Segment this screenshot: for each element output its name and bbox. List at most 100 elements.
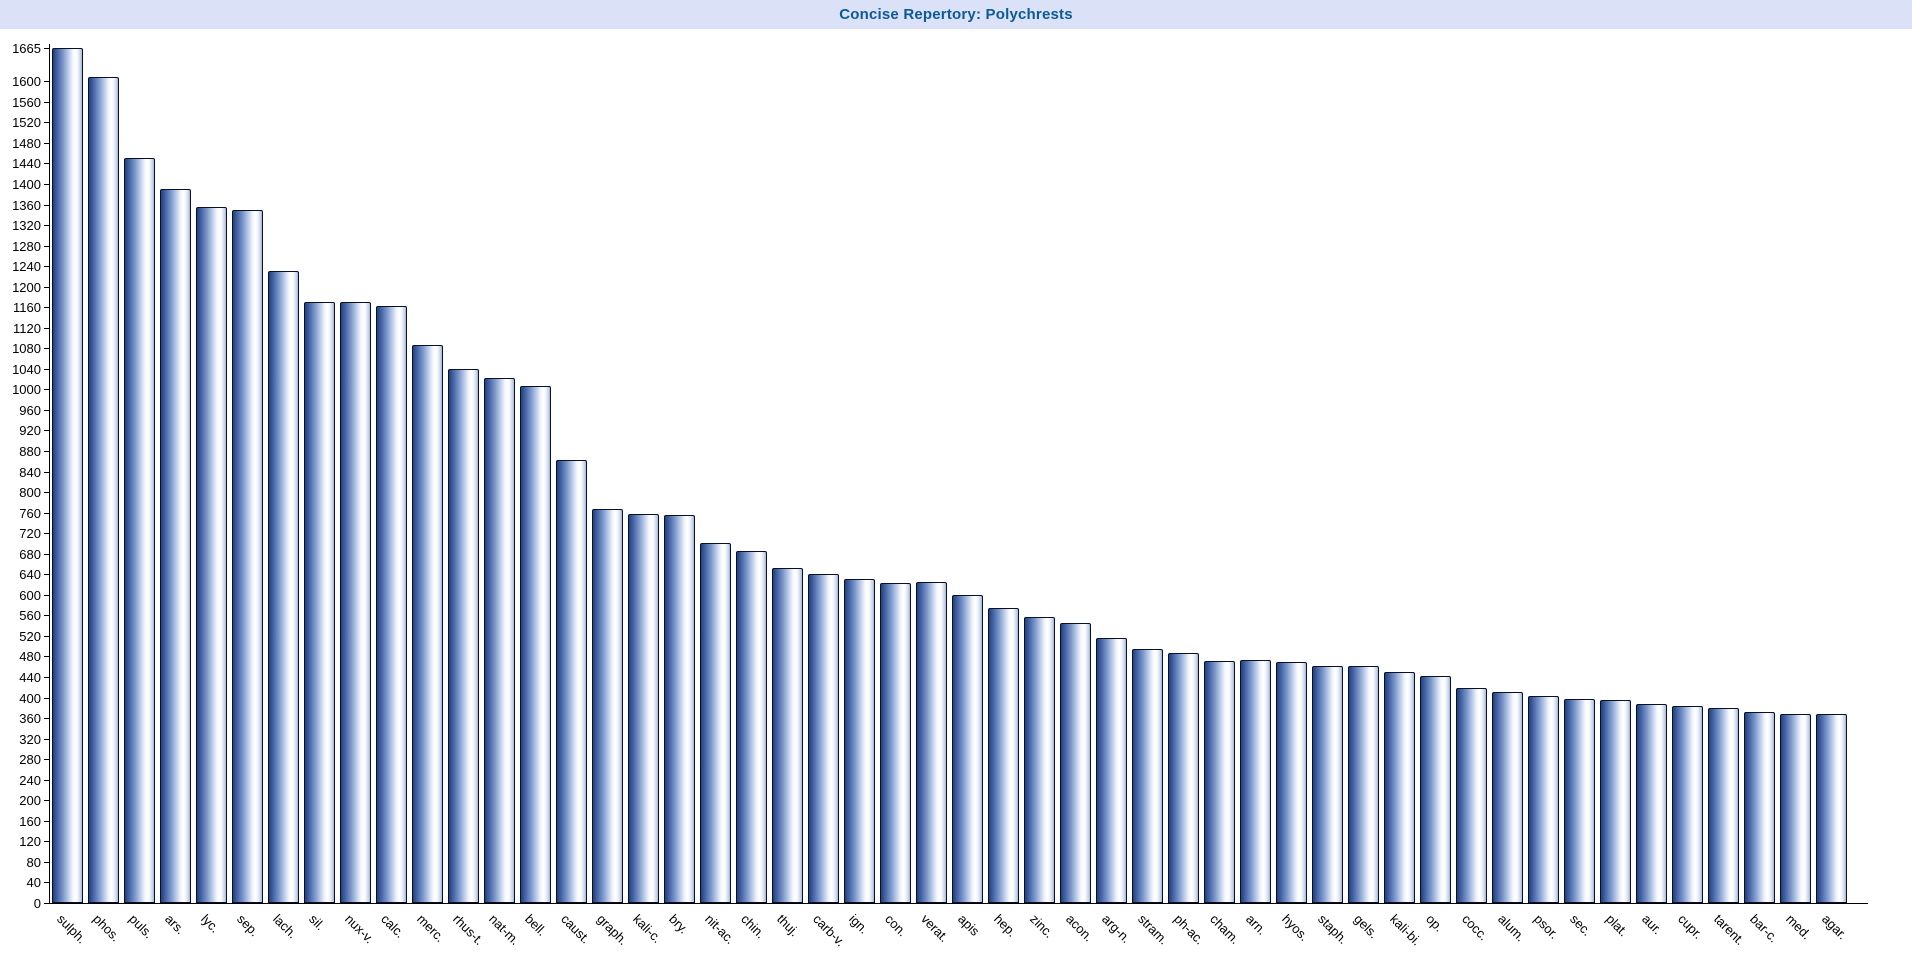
bar-zinc: [1024, 617, 1056, 903]
bar-agar: [1816, 713, 1848, 903]
x-axis-label: bar-c.: [1747, 911, 1782, 946]
bar-stram: [1132, 648, 1164, 903]
y-tick-label: 320: [19, 731, 41, 747]
y-tick-label: 840: [19, 464, 41, 480]
y-tick-mark: [44, 430, 49, 432]
bar-carb-v: [807, 574, 839, 903]
bar-ign: [843, 578, 875, 903]
bar-lach: [267, 271, 299, 903]
y-tick-mark: [44, 533, 49, 535]
bar-cham: [1204, 661, 1236, 903]
x-axis-label: puls.: [126, 911, 157, 942]
x-axis-label: sec.: [1566, 911, 1595, 939]
x-axis-label: caust.: [558, 911, 594, 947]
y-tick-label: 1000: [12, 382, 41, 398]
y-tick-mark: [44, 327, 49, 329]
y-tick-label: 440: [19, 670, 41, 686]
x-axis-label: thuj.: [774, 911, 803, 940]
y-tick-mark: [44, 574, 49, 576]
y-tick-label: 600: [19, 587, 41, 603]
y-tick-label: 520: [19, 628, 41, 644]
bar-calc: [375, 305, 407, 903]
y-tick-mark: [44, 47, 49, 49]
bar-arn: [1240, 660, 1272, 903]
y-tick-label: 0: [33, 896, 41, 911]
x-axis-label: phos.: [90, 911, 124, 945]
y-tick-mark: [44, 718, 49, 720]
y-tick-mark: [44, 183, 49, 185]
bar-bry: [663, 515, 695, 903]
y-tick-mark: [44, 266, 49, 268]
bar-sulph: [51, 47, 83, 903]
x-axis-label: apis: [954, 911, 983, 939]
y-tick-mark: [44, 368, 49, 370]
y-tick-label: 1200: [12, 279, 41, 295]
y-tick-label: 1240: [12, 259, 41, 275]
x-axis-label: sep.: [234, 911, 263, 940]
y-tick-label: 1360: [12, 197, 41, 213]
y-tick-mark: [44, 307, 49, 309]
bar-ars: [159, 189, 191, 903]
x-axis-label: ign.: [846, 911, 872, 937]
x-axis-label: staph.: [1314, 911, 1351, 947]
x-axis-label: alum.: [1494, 911, 1528, 945]
bar-nit-ac: [699, 543, 731, 903]
bar-arg-n: [1096, 637, 1128, 903]
y-tick-label: 240: [19, 772, 41, 788]
x-axis-label: tarent.: [1711, 911, 1748, 948]
bar-bar-c: [1744, 711, 1776, 903]
bar-kali-c: [627, 514, 659, 903]
bar-rhus-t: [447, 368, 479, 903]
y-tick-label: 1320: [12, 218, 41, 234]
y-tick-mark: [44, 225, 49, 227]
chart-title: Concise Repertory: Polychrests: [839, 6, 1073, 23]
y-tick-label: 200: [19, 793, 41, 809]
bar-caust: [555, 460, 587, 903]
y-tick-label: 880: [19, 444, 41, 460]
y-tick-label: 1080: [12, 341, 41, 357]
bar-cocc: [1456, 687, 1488, 903]
x-axis-label: cham.: [1206, 911, 1243, 947]
y-tick-label: 1600: [12, 74, 41, 90]
bar-puls: [123, 158, 155, 903]
y-tick-label: 400: [19, 690, 41, 706]
y-tick-mark: [44, 492, 49, 494]
bar-sep: [231, 209, 263, 903]
y-tick-mark: [44, 635, 49, 637]
bar-sil: [303, 302, 335, 903]
x-axis-label: rhus-t.: [450, 911, 487, 948]
bar-hyos: [1276, 661, 1308, 903]
y-tick-label: 1480: [12, 135, 41, 151]
y-tick-mark: [44, 800, 49, 802]
y-tick-label: 1280: [12, 238, 41, 254]
bar-con: [879, 582, 911, 903]
x-axis-label: carb-v.: [810, 911, 849, 950]
x-axis-label: arg-n.: [1098, 911, 1134, 946]
bar-lyc: [195, 207, 227, 903]
bar-nat-m: [483, 378, 515, 903]
y-tick-mark: [44, 348, 49, 350]
y-tick-label: 1400: [12, 176, 41, 192]
x-axis-label: hep.: [990, 911, 1020, 940]
y-tick-label: 40: [26, 875, 41, 891]
y-tick-label: 1560: [12, 94, 41, 110]
x-axis-label: cupr.: [1674, 911, 1706, 942]
y-tick-label: 1665: [12, 40, 41, 56]
title-bar: Concise Repertory: Polychrests: [0, 0, 1912, 29]
bar-med: [1780, 713, 1812, 903]
y-tick-mark: [44, 553, 49, 555]
bar-gels: [1348, 666, 1380, 903]
x-axis-label: nux-v.: [342, 911, 378, 947]
y-tick-mark: [44, 882, 49, 884]
y-tick-label: 1040: [12, 361, 41, 377]
x-axis-label: lyc.: [198, 911, 223, 936]
y-tick-label: 160: [19, 813, 41, 829]
bar-alum: [1492, 691, 1524, 903]
bar-psor: [1528, 696, 1560, 903]
y-tick-mark: [44, 142, 49, 144]
bar-hep: [988, 608, 1020, 903]
bar-graph: [591, 508, 623, 903]
y-tick-mark: [44, 245, 49, 247]
y-tick-label: 280: [19, 752, 41, 768]
bar-bell: [519, 385, 551, 903]
